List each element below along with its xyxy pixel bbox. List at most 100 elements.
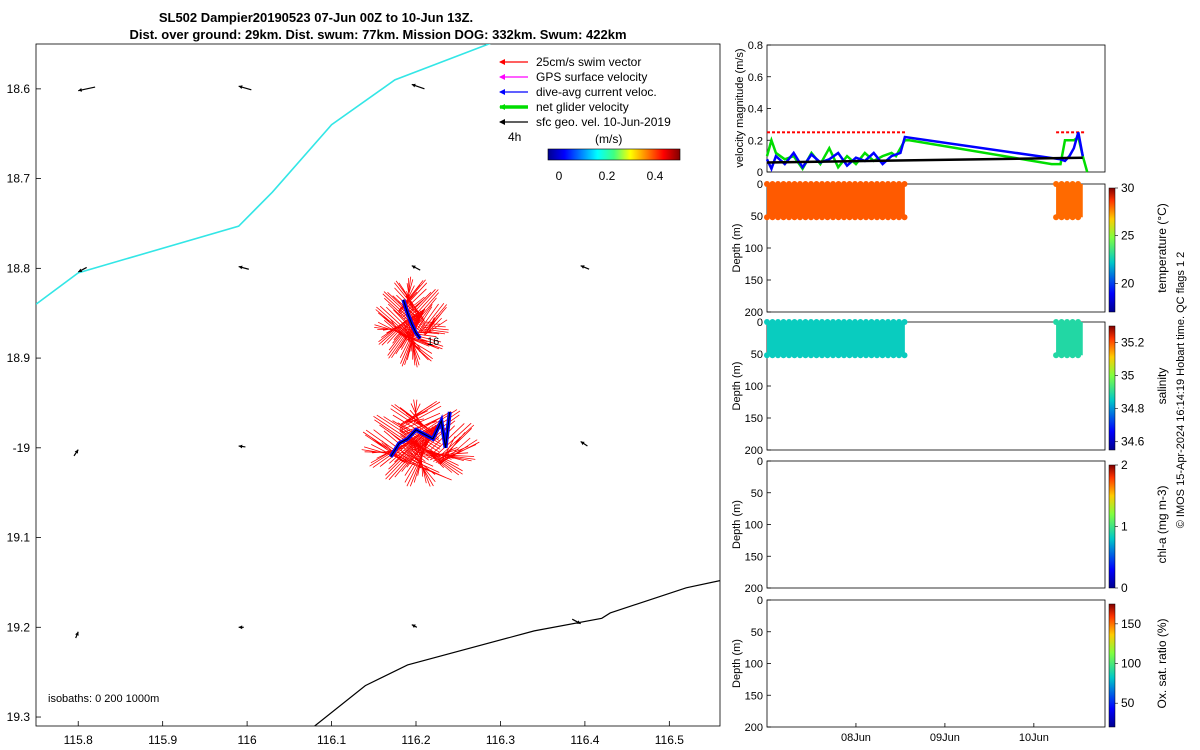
profile-data-point bbox=[846, 352, 853, 359]
map-x-tick-label: 116.3 bbox=[486, 733, 515, 747]
geo-velocity-arrow bbox=[238, 85, 252, 91]
profile-data-point bbox=[813, 319, 820, 325]
geo-velocity-arrow bbox=[238, 444, 246, 449]
velocity-y-tick-label: 0.2 bbox=[748, 135, 763, 147]
profile-data-point bbox=[885, 319, 891, 325]
legend-item[interactable]: sfc geo. vel. 10-Jun-2019 bbox=[499, 115, 671, 129]
colorbar-label: chl-a (mg m-3) bbox=[1155, 485, 1169, 563]
legend-item[interactable]: GPS surface velocity bbox=[499, 70, 647, 84]
profile-data-point bbox=[879, 181, 886, 187]
legend-item[interactable]: dive-avg current veloc. bbox=[499, 85, 657, 99]
map-y-ticks: 18.6 18.7 18.8 18.9 -19 19.1 19.2 19.3 bbox=[7, 82, 41, 724]
profile-data-point bbox=[802, 181, 809, 187]
profile-data-point bbox=[1069, 181, 1076, 187]
profile-data-point bbox=[890, 352, 897, 359]
depth-panel: 0 50 100 150 200 Depth (m) 34.6 34.8 35 35.2 salin… bbox=[731, 317, 1169, 457]
depth-y-label: Depth (m) bbox=[731, 362, 743, 411]
profile-data-point bbox=[846, 319, 853, 325]
profile-data-point bbox=[769, 181, 776, 187]
depth-y-tick-label: 150 bbox=[745, 275, 763, 287]
profile-data-point bbox=[802, 214, 809, 221]
profile-data-point bbox=[1075, 352, 1082, 359]
legend-label: GPS surface velocity bbox=[536, 70, 647, 84]
colorbar-tick-label: 34.8 bbox=[1121, 402, 1145, 416]
profile-data-point bbox=[852, 181, 858, 187]
swim-vectors bbox=[361, 399, 480, 487]
profile-data-point bbox=[874, 352, 880, 359]
colorbar-tick-label: 0 bbox=[1121, 581, 1128, 595]
title-line-2: Dist. over ground: 29km. Dist. swum: 77k… bbox=[129, 27, 626, 42]
colorbar-tick-label: 50 bbox=[1121, 696, 1135, 710]
profile-data-point bbox=[786, 352, 792, 359]
profile-data-point bbox=[835, 214, 842, 221]
geo-velocity-arrow bbox=[571, 618, 581, 625]
profile-data-point bbox=[890, 181, 897, 187]
map-y-tick-label: 18.6 bbox=[7, 82, 31, 96]
depth-y-tick-label: 150 bbox=[745, 690, 763, 702]
depth-y-tick-label: 50 bbox=[751, 627, 763, 639]
geo-velocity-arrow bbox=[75, 631, 79, 639]
profile-data-point bbox=[797, 214, 803, 221]
coastline-cyan bbox=[36, 44, 491, 305]
profile-data-point bbox=[791, 214, 798, 221]
copyright-text: © IMOS 15-Apr-2024 16:14:19 Hobart time.… bbox=[1175, 252, 1187, 529]
profile-data-point bbox=[797, 319, 803, 325]
depth-y-tick-label: 0 bbox=[757, 595, 763, 607]
profile-data-point bbox=[819, 319, 825, 325]
profile-data-point bbox=[1069, 352, 1076, 359]
geo-velocity-arrow bbox=[77, 266, 87, 273]
profile-data-point bbox=[1064, 181, 1071, 187]
depth-colorbar bbox=[1108, 187, 1116, 313]
profile-data-point bbox=[775, 319, 781, 325]
depth-y-label: Depth (m) bbox=[731, 224, 743, 273]
profile-data-point bbox=[764, 319, 770, 325]
title-line-1: SL502 Dampier20190523 07-Jun 00Z to 10-J… bbox=[159, 10, 473, 25]
legend-arrowhead bbox=[499, 89, 505, 95]
map-x-tick-label: 115.9 bbox=[148, 733, 177, 747]
velocity-y-tick-label: 0 bbox=[757, 167, 763, 179]
profile-data-point bbox=[764, 181, 770, 187]
isobath-line bbox=[314, 580, 720, 726]
profile-data-point bbox=[874, 214, 880, 221]
profile-data-point bbox=[1069, 319, 1076, 325]
geo-velocity-arrow bbox=[238, 625, 244, 630]
profile-data-point bbox=[835, 352, 842, 359]
geo-velocity-arrow bbox=[238, 265, 249, 270]
depth-y-tick-label: 0 bbox=[757, 456, 763, 468]
legend-item[interactable]: net glider velocity bbox=[499, 100, 629, 114]
profile-data-point bbox=[764, 352, 770, 359]
depth-y-tick-label: 200 bbox=[745, 583, 763, 595]
depth-y-label: Depth (m) bbox=[731, 639, 743, 688]
profile-data-point bbox=[780, 352, 787, 359]
profile-data-point bbox=[813, 181, 820, 187]
legend-item[interactable]: 25cm/s swim vector bbox=[499, 55, 641, 69]
profile-data-point bbox=[846, 214, 853, 221]
time-tick-label: 08Jun bbox=[841, 732, 871, 744]
profile-data-point bbox=[808, 214, 814, 221]
profile-data-block bbox=[767, 322, 905, 356]
geo-velocity-arrow bbox=[580, 265, 590, 270]
profile-data-point bbox=[769, 214, 776, 221]
map-y-tick-label: 18.7 bbox=[7, 172, 31, 186]
profile-data-point bbox=[780, 214, 787, 221]
depth-y-tick-label: 150 bbox=[745, 551, 763, 563]
velocity-series-line bbox=[765, 131, 1084, 173]
depth-y-tick-label: 0 bbox=[757, 317, 763, 329]
profile-data-point bbox=[1075, 214, 1082, 221]
profile-data-point bbox=[780, 181, 787, 187]
profile-data-point bbox=[857, 181, 864, 187]
profile-data-point bbox=[1058, 352, 1065, 359]
profile-data-point bbox=[1064, 214, 1071, 221]
profile-data-point bbox=[841, 214, 847, 221]
depth-y-tick-label: 200 bbox=[745, 307, 763, 319]
profile-data-point bbox=[808, 319, 814, 325]
velocity-series-line bbox=[766, 156, 1083, 164]
profile-data-point bbox=[791, 319, 798, 325]
profile-data-point bbox=[769, 352, 776, 359]
depth-y-tick-label: 100 bbox=[745, 659, 763, 671]
profile-data-point bbox=[824, 352, 831, 359]
